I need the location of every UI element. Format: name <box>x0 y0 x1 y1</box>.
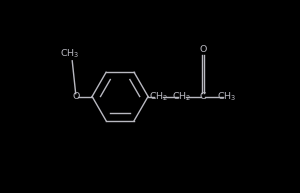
Text: C: C <box>200 92 206 101</box>
Text: CH$_3$: CH$_3$ <box>218 90 237 103</box>
Text: CH$_3$: CH$_3$ <box>60 48 79 60</box>
Text: O: O <box>200 45 207 54</box>
Text: CH$_2$: CH$_2$ <box>149 90 168 103</box>
Text: O: O <box>72 92 80 101</box>
Text: CH$_2$: CH$_2$ <box>172 90 191 103</box>
